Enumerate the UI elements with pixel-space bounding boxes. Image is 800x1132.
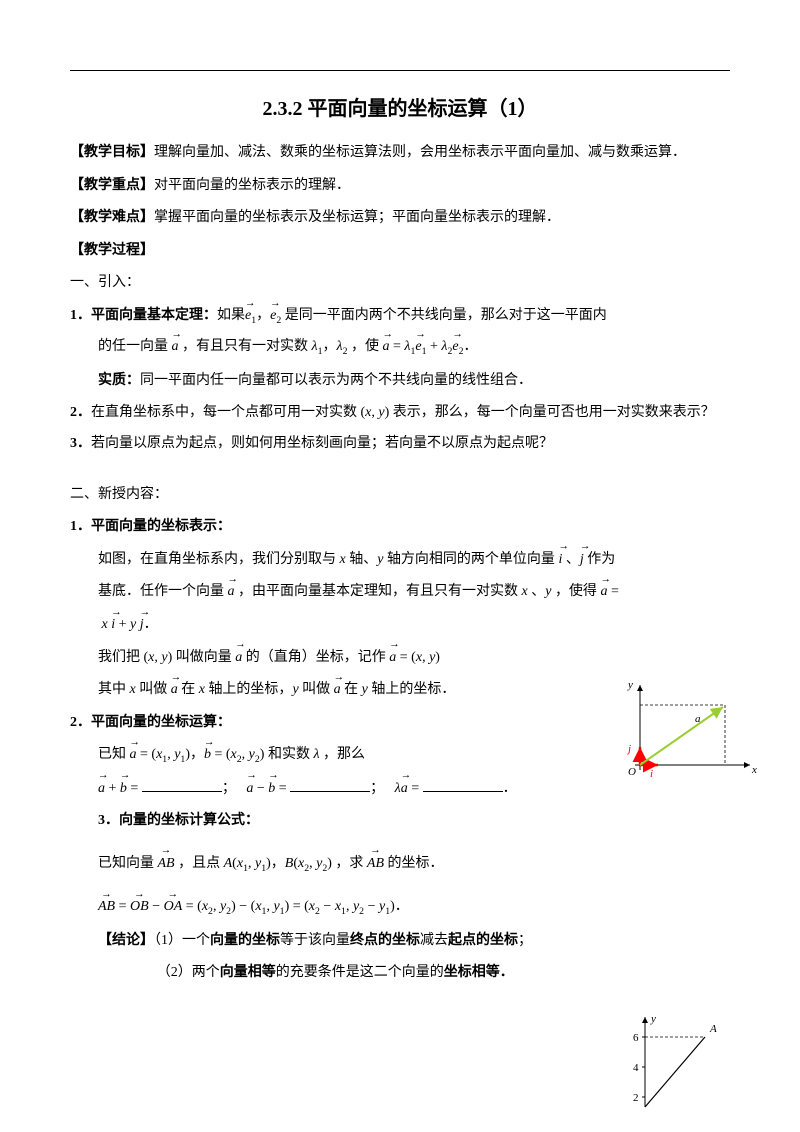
tick-6: 6 <box>633 1032 639 1044</box>
tick-2: 2 <box>633 1092 639 1104</box>
intro-heading: 一、引入： <box>70 270 730 297</box>
intro1-label: 1．平面向量基本定理： <box>70 308 217 323</box>
sec1-p1: 如图，在直角坐标系内，我们分别取与 x 轴、y 轴方向相同的两个单位向量 i 、… <box>70 547 730 574</box>
difficulty-label: 【教学难点】 <box>70 210 154 225</box>
conclusion2: （2）两个向量相等的充要条件是这二个向量的坐标相等． <box>70 960 730 987</box>
essence-label: 实质： <box>98 373 140 388</box>
vector-a-label: a <box>695 713 701 725</box>
coord-diagram-2: y A 6 4 2 <box>625 1012 725 1112</box>
goals-text: 理解向量加、减法、数乘的坐标运算法则，会用坐标表示平面向量加、减与数乘运算． <box>154 145 686 160</box>
j-label: j <box>626 743 631 755</box>
focus-text: 对平面向量的坐标表示的理解． <box>154 178 350 193</box>
sec3-label: 3．向量的坐标计算公式： <box>70 808 730 835</box>
focus-label: 【教学重点】 <box>70 178 154 193</box>
blank1 <box>142 778 222 792</box>
y-label-2: y <box>650 1013 656 1025</box>
tick-4: 4 <box>633 1062 639 1074</box>
sec1-p2: 基底．任作一个向量 a ，由平面向量基本定理知，有且只有一对实数 x 、y ，使… <box>70 579 730 606</box>
main-heading: 二、新授内容： <box>70 482 730 509</box>
x-axis-label: x <box>751 764 757 776</box>
blank3 <box>423 778 503 792</box>
teaching-process: 【教学过程】 <box>70 238 730 265</box>
sec1-label: 1．平面向量的坐标表示： <box>70 514 730 541</box>
page-title: 2.3.2 平面向量的坐标运算（1） <box>70 90 730 128</box>
intro-item1: 1．平面向量基本定理：如果e1，e2 是同一平面内两个不共线向量，那么对于这一平… <box>70 303 730 330</box>
origin-label: O <box>628 766 636 778</box>
sec1-formula: x i + y j． <box>70 612 730 639</box>
point-a-label: A <box>709 1023 717 1035</box>
intro-item1-cont: 的任一向量 a ，有且只有一对实数 λ1，λ2 ，使 a = λ1e1 + λ2… <box>70 334 730 361</box>
process-label: 【教学过程】 <box>70 243 154 258</box>
y-axis-label: y <box>627 680 633 691</box>
intro-item3: 3．若向量以原点为起点，则如何用坐标刻画向量；若向量不以原点为起点呢？ <box>70 431 730 458</box>
goals-label: 【教学目标】 <box>70 145 154 160</box>
difficulty-text: 掌握平面向量的坐标表示及坐标运算；平面向量坐标表示的理解． <box>154 210 560 225</box>
conclusion1: 【结论】（1）一个向量的坐标等于该向量终点的坐标减去起点的坐标； <box>70 928 730 955</box>
teaching-focus: 【教学重点】对平面向量的坐标表示的理解． <box>70 173 730 200</box>
teaching-goals: 【教学目标】理解向量加、减法、数乘的坐标运算法则，会用坐标表示平面向量加、减与数… <box>70 140 730 167</box>
coord-diagram-1: y x O i j a <box>620 680 760 790</box>
intro-item2: 2．在直角坐标系中，每一个点都可用一对实数 (x, y) 表示，那么，每一个向量… <box>70 400 730 427</box>
teaching-difficulty: 【教学难点】掌握平面向量的坐标表示及坐标运算；平面向量坐标表示的理解． <box>70 205 730 232</box>
i-label: i <box>650 768 653 780</box>
sec1-p3: 我们把 (x, y) 叫做向量 a 的（直角）坐标，记作 a = (x, y) <box>70 645 730 672</box>
blank2 <box>290 778 370 792</box>
top-divider <box>70 70 730 71</box>
sec3-formula: AB = OB − OA = (x2, y2) − (x1, y1) = (x2… <box>70 894 730 921</box>
sec3-p1: 已知向量 AB ，且点 A(x1, y1)，B(x2, y2) ，求 AB 的坐… <box>70 851 730 878</box>
intro-essence: 实质：同一平面内任一向量都可以表示为两个不共线向量的线性组合． <box>70 368 730 395</box>
